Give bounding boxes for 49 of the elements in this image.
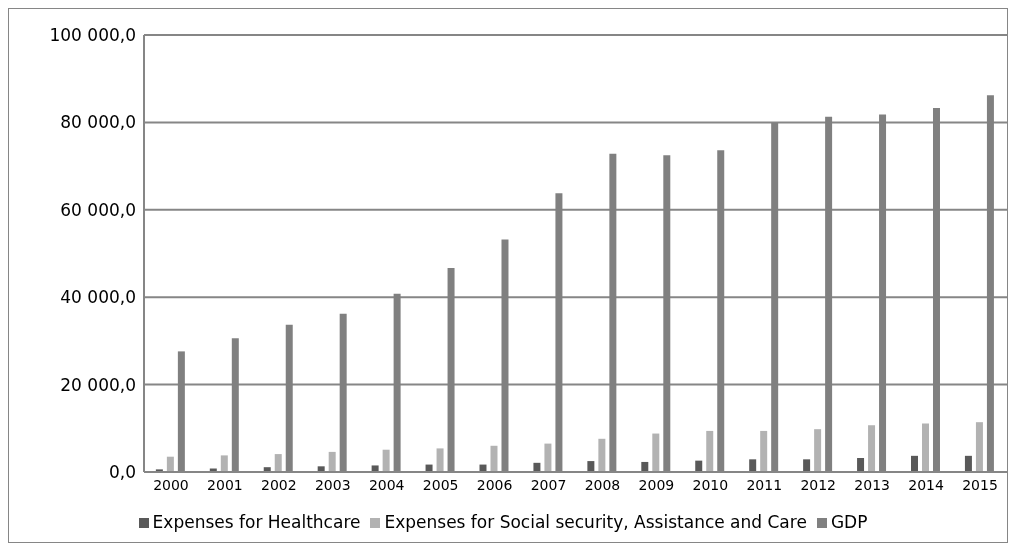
legend-label: Expenses for Social security, Assistance and Care <box>384 512 807 532</box>
x-tick-label: 2002 <box>261 476 297 493</box>
x-tick-label: 2003 <box>314 476 351 493</box>
x-tick-label: 2001 <box>207 476 243 493</box>
x-tick-label: 2012 <box>800 476 837 493</box>
y-tick-label: 100 000,0 <box>49 25 136 46</box>
x-tick-label: 2007 <box>530 476 567 493</box>
bar <box>371 465 379 472</box>
bar <box>975 422 983 472</box>
x-tick-label: 2008 <box>584 476 621 493</box>
legend-label: GDP <box>830 512 868 532</box>
bar <box>166 456 174 472</box>
bar <box>706 430 714 472</box>
x-tick-label: 2005 <box>422 476 459 493</box>
y-tick-label: 40 000,0 <box>60 287 136 308</box>
bar <box>652 433 660 472</box>
x-tick-label: 2011 <box>746 476 783 493</box>
bar <box>857 458 865 472</box>
bar <box>760 430 768 472</box>
x-tick-label: 2009 <box>638 476 675 493</box>
x-tick-label: 2014 <box>908 476 944 493</box>
bar <box>641 461 649 472</box>
y-tick-label: 0,0 <box>108 462 136 483</box>
bar <box>274 454 282 472</box>
bar <box>220 455 228 472</box>
bar <box>544 443 552 472</box>
x-tick-label: 2006 <box>476 476 513 493</box>
bar <box>490 445 498 472</box>
x-tick-label: 2000 <box>153 476 189 493</box>
x-tick-label: 2015 <box>962 476 998 493</box>
x-tick-label: 2010 <box>692 476 729 493</box>
bar <box>382 449 390 472</box>
bar <box>814 429 822 472</box>
bar <box>587 461 595 472</box>
y-tick-label: 60 000,0 <box>60 199 136 220</box>
bar <box>868 425 876 472</box>
x-tick-label: 2013 <box>854 476 890 493</box>
bar <box>910 455 918 472</box>
bar <box>749 459 757 472</box>
y-tick-label: 80 000,0 <box>60 112 136 133</box>
bar <box>598 438 606 472</box>
bar <box>803 459 811 472</box>
bar <box>328 451 336 472</box>
y-tick-label: 20 000,0 <box>60 374 136 395</box>
bar <box>921 423 929 472</box>
bar <box>436 448 444 472</box>
x-tick-label: 2004 <box>368 476 405 493</box>
legend-label: Expenses for Healthcare <box>152 512 361 532</box>
bar <box>964 455 972 472</box>
